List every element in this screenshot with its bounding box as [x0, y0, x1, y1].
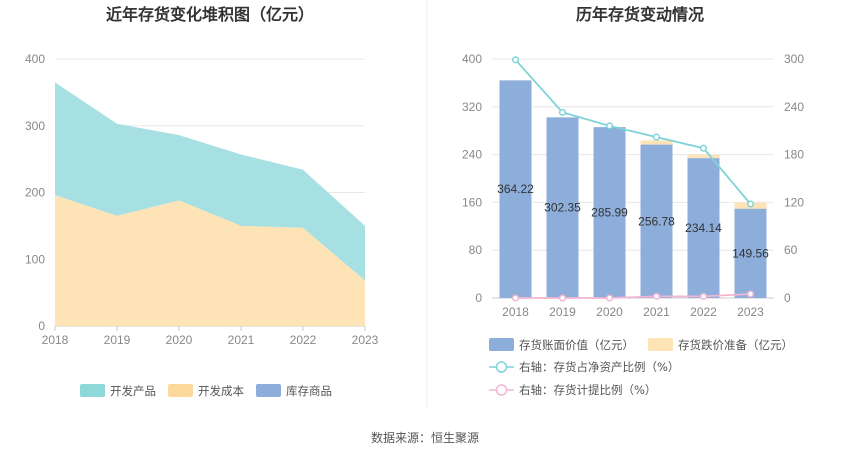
right-chart-title: 历年存货变动情况 — [576, 5, 704, 24]
left-area-chart: 0 100 200 300 400 2018 2019 2020 2021 2022 2023 — [25, 52, 379, 347]
left-y-tick-label: 400 — [25, 52, 45, 66]
area-dev-cost — [55, 195, 365, 326]
bar-impairment — [640, 140, 673, 145]
right-right-y-tick-label: 60 — [784, 243, 798, 257]
legend-label-net-asset-ratio[interactable]: 右轴：存货占净资产比例（%） — [519, 360, 679, 374]
right-x-tick-label: 2019 — [549, 305, 576, 319]
legend-label-dev-product[interactable]: 开发产品 — [110, 384, 156, 398]
bar-value-label: 364.22 — [497, 182, 534, 196]
right-left-y-tick-label: 160 — [462, 195, 482, 209]
point-provision-ratio — [558, 294, 567, 302]
right-x-tick-label: 2023 — [737, 305, 764, 319]
point-net-asset-ratio — [511, 56, 520, 64]
bar-book-value — [687, 158, 720, 298]
legend-label-stock-goods[interactable]: 库存商品 — [286, 384, 332, 398]
left-x-tick-label: 2020 — [166, 333, 193, 347]
left-x-tick-label: 2022 — [290, 333, 317, 347]
legend-label-impairment[interactable]: 存货跌价准备（亿元） — [678, 338, 793, 352]
area-dev-product — [55, 82, 365, 281]
legend-label-dev-cost[interactable]: 开发成本 — [198, 384, 244, 398]
left-y-tick-label: 300 — [25, 119, 45, 133]
bar-value-label: 256.78 — [638, 214, 675, 228]
right-left-y-tick-label: 400 — [462, 52, 482, 66]
legend-swatch-net-asset-ratio-dot[interactable] — [495, 361, 508, 373]
point-provision-ratio — [605, 294, 614, 302]
bar-book-value — [499, 80, 532, 299]
right-right-y-tick-label: 300 — [784, 52, 804, 66]
bar-book-value — [593, 127, 626, 298]
bar-value-label: 149.56 — [732, 246, 769, 260]
left-x-tick-label: 2021 — [228, 333, 255, 347]
left-y-tick-label: 200 — [25, 186, 45, 200]
right-legend: 存货账面价值（亿元） 存货跌价准备（亿元） 右轴：存货占净资产比例（%） 右轴：… — [489, 338, 793, 397]
line-provision-ratio — [515, 293, 751, 299]
bar-value-label: 285.99 — [591, 206, 628, 220]
point-net-asset-ratio — [699, 144, 708, 152]
legend-label-provision-ratio[interactable]: 右轴：存货计提比例（%） — [519, 383, 656, 397]
right-right-y-tick-label: 180 — [784, 148, 804, 162]
left-legend: 开发产品 开发成本 库存商品 — [80, 384, 332, 398]
right-x-tick-label: 2020 — [596, 305, 623, 319]
right-left-y-tick-label: 320 — [462, 100, 482, 114]
point-provision-ratio — [511, 294, 520, 302]
bar-book-value — [640, 144, 673, 298]
data-source-note: 数据来源：恒生聚源 — [371, 430, 479, 445]
line-net-asset-ratio — [514, 59, 752, 205]
left-x-tick-label: 2018 — [42, 333, 69, 347]
point-provision-ratio — [652, 292, 661, 300]
bar-value-label: 302.35 — [544, 201, 581, 215]
right-x-tick-label: 2021 — [643, 305, 670, 319]
legend-label-book-value[interactable]: 存货账面价值（亿元） — [519, 338, 634, 352]
right-left-y-tick-label: 240 — [462, 148, 482, 162]
legend-swatch-dev-product[interactable] — [80, 384, 105, 397]
right-bar-line-chart: 0 80 160 240 320 400 0 60 120 180 240 300 364.22 2018… — [462, 52, 804, 319]
left-x-tick-label: 2023 — [352, 333, 379, 347]
legend-swatch-impairment[interactable] — [648, 338, 673, 351]
right-right-y-tick-label: 240 — [784, 100, 804, 114]
right-x-tick-label: 2018 — [502, 305, 529, 319]
legend-swatch-dev-cost[interactable] — [168, 384, 193, 397]
right-left-y-tick-label: 0 — [475, 291, 482, 305]
point-provision-ratio — [746, 290, 755, 298]
point-net-asset-ratio — [558, 108, 567, 116]
bar-impairment — [687, 154, 720, 159]
bar-book-value — [734, 208, 767, 298]
point-net-asset-ratio — [652, 133, 661, 141]
right-right-y-tick-label: 0 — [784, 291, 791, 305]
left-chart-title: 近年存货变化堆积图（亿元） — [106, 5, 314, 24]
legend-swatch-book-value[interactable] — [489, 338, 514, 351]
right-x-tick-label: 2022 — [690, 305, 717, 319]
left-x-tick-label: 2019 — [104, 333, 131, 347]
bar-value-label: 234.14 — [685, 221, 722, 235]
legend-swatch-stock-goods[interactable] — [256, 384, 281, 397]
right-left-y-tick-label: 80 — [469, 243, 483, 257]
left-y-tick-label: 0 — [38, 319, 45, 333]
point-net-asset-ratio — [746, 200, 755, 208]
bar-book-value — [546, 117, 579, 298]
legend-swatch-provision-ratio-dot[interactable] — [495, 384, 508, 396]
left-y-tick-label: 100 — [25, 252, 45, 266]
point-provision-ratio — [699, 292, 708, 300]
right-right-y-tick-label: 120 — [784, 195, 804, 209]
point-net-asset-ratio — [605, 122, 614, 130]
